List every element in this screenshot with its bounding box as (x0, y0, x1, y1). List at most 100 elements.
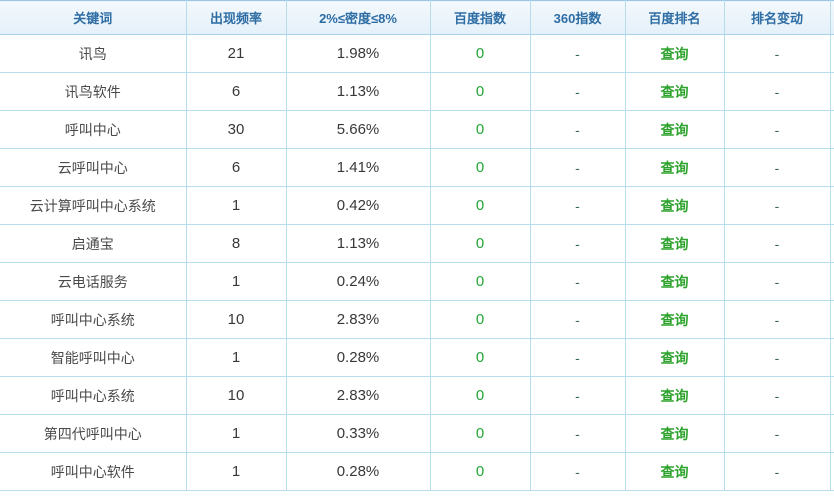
cutoff-column-cell (830, 72, 834, 111)
cell-baidu_index: 0 (430, 148, 531, 187)
cell-baidu_rank: 查询 (625, 300, 725, 339)
cell-density: 0.42% (286, 186, 431, 225)
cutoff-column-cell (830, 110, 834, 149)
cell-density: 2.83% (286, 300, 431, 339)
cutoff-column-cell (830, 186, 834, 225)
cell-baidu_index: 0 (430, 224, 531, 263)
cell-frequency: 1 (186, 338, 287, 377)
cell-index_360: - (530, 186, 626, 225)
cell-baidu_index: 0 (430, 34, 531, 73)
cell-baidu_rank: 查询 (625, 72, 725, 111)
cell-frequency: 1 (186, 262, 287, 301)
cell-keyword: 云电话服务 (0, 262, 187, 301)
cell-density: 0.28% (286, 452, 431, 491)
cell-keyword: 呼叫中心软件 (0, 452, 187, 491)
baidu-rank-query-link[interactable]: 查询 (660, 387, 689, 404)
cell-baidu_index: 0 (430, 262, 531, 301)
cell-density: 5.66% (286, 110, 431, 149)
cutoff-column-header (830, 0, 834, 35)
cell-frequency: 10 (186, 376, 287, 415)
table-header-row: 关键词 出现频率 2%≤密度≤8% 百度指数 360指数 百度排名 排名变动 (0, 0, 834, 35)
cell-baidu_index: 0 (430, 186, 531, 225)
cell-frequency: 21 (186, 34, 287, 73)
cell-keyword: 启通宝 (0, 224, 187, 263)
baidu-rank-query-link[interactable]: 查询 (660, 197, 689, 214)
cutoff-column-cell (830, 148, 834, 187)
cell-density: 1.13% (286, 72, 431, 111)
cell-baidu_rank: 查询 (625, 34, 725, 73)
cutoff-column-cell (830, 452, 834, 491)
cell-baidu_index: 0 (430, 414, 531, 453)
cutoff-column-cell (830, 414, 834, 453)
cell-rank_change: - (724, 452, 831, 491)
baidu-rank-query-link[interactable]: 查询 (660, 349, 689, 366)
cell-baidu_index: 0 (430, 452, 531, 491)
baidu-rank-query-link[interactable]: 查询 (660, 425, 689, 442)
cell-baidu_rank: 查询 (625, 376, 725, 415)
table-row: 呼叫中心 30 5.66% 0- 查询 - (0, 110, 834, 149)
column-header-frequency: 出现频率 (186, 0, 287, 35)
cell-rank_change: - (724, 262, 831, 301)
cell-baidu_rank: 查询 (625, 148, 725, 187)
cell-baidu_rank: 查询 (625, 452, 725, 491)
cell-keyword: 第四代呼叫中心 (0, 414, 187, 453)
cell-keyword: 呼叫中心系统 (0, 300, 187, 339)
cell-rank_change: - (724, 186, 831, 225)
cell-index_360: - (530, 376, 626, 415)
table-row: 云呼叫中心 6 1.41% 0- 查询 - (0, 148, 834, 187)
cell-frequency: 30 (186, 110, 287, 149)
cell-index_360: - (530, 224, 626, 263)
table-row: 云计算呼叫中心系统 1 0.42% 0- 查询 - (0, 186, 834, 225)
cell-index_360: - (530, 72, 626, 111)
baidu-rank-query-link[interactable]: 查询 (660, 83, 689, 100)
cell-density: 0.24% (286, 262, 431, 301)
cell-rank_change: - (724, 224, 831, 263)
table-row: 启通宝 8 1.13% 0- 查询 - (0, 224, 834, 263)
baidu-rank-query-link[interactable]: 查询 (660, 121, 689, 138)
cell-density: 0.28% (286, 338, 431, 377)
column-header-baidu_rank: 百度排名 (625, 0, 725, 35)
cell-rank_change: - (724, 110, 831, 149)
cell-keyword: 云呼叫中心 (0, 148, 187, 187)
cell-keyword: 智能呼叫中心 (0, 338, 187, 377)
cell-keyword: 讯鸟 (0, 34, 187, 73)
cell-index_360: - (530, 34, 626, 73)
cell-density: 2.83% (286, 376, 431, 415)
cell-baidu_rank: 查询 (625, 338, 725, 377)
table-row: 呼叫中心系统 10 2.83% 0- 查询 - (0, 376, 834, 415)
cell-index_360: - (530, 110, 626, 149)
cell-baidu_rank: 查询 (625, 224, 725, 263)
cell-index_360: - (530, 452, 626, 491)
cell-keyword: 云计算呼叫中心系统 (0, 186, 187, 225)
table-row: 第四代呼叫中心 1 0.33% 0- 查询 - (0, 414, 834, 453)
cell-density: 1.98% (286, 34, 431, 73)
cell-baidu_rank: 查询 (625, 414, 725, 453)
column-header-baidu_index: 百度指数 (430, 0, 531, 35)
baidu-rank-query-link[interactable]: 查询 (660, 159, 689, 176)
baidu-rank-query-link[interactable]: 查询 (660, 463, 689, 480)
cell-frequency: 6 (186, 72, 287, 111)
cell-rank_change: - (724, 148, 831, 187)
baidu-rank-query-link[interactable]: 查询 (660, 45, 689, 62)
column-header-keyword: 关键词 (0, 0, 187, 35)
cutoff-column-cell (830, 34, 834, 73)
cell-keyword: 呼叫中心系统 (0, 376, 187, 415)
cell-frequency: 8 (186, 224, 287, 263)
cell-frequency: 10 (186, 300, 287, 339)
cell-frequency: 6 (186, 148, 287, 187)
cutoff-column-cell (830, 262, 834, 301)
cell-density: 1.41% (286, 148, 431, 187)
table-row: 讯鸟 21 1.98% 0- 查询 - (0, 34, 834, 73)
baidu-rank-query-link[interactable]: 查询 (660, 311, 689, 328)
cell-index_360: - (530, 148, 626, 187)
cutoff-column-cell (830, 338, 834, 377)
cell-density: 1.13% (286, 224, 431, 263)
cell-baidu_index: 0 (430, 376, 531, 415)
cutoff-column-cell (830, 224, 834, 263)
baidu-rank-query-link[interactable]: 查询 (660, 235, 689, 252)
column-header-index_360: 360指数 (530, 0, 626, 35)
cutoff-column-cell (830, 300, 834, 339)
baidu-rank-query-link[interactable]: 查询 (660, 273, 689, 290)
cell-keyword: 讯鸟软件 (0, 72, 187, 111)
